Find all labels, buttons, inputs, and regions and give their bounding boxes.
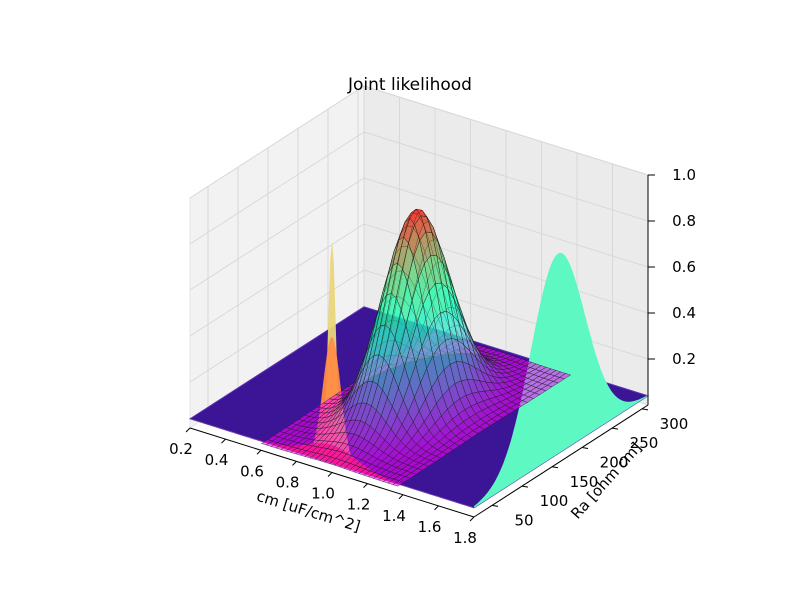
z-tick-label: 0.8 (672, 212, 696, 230)
x-tick-label: 1.6 (418, 518, 442, 536)
x-tick-label: 0.6 (240, 462, 264, 480)
surface-patch (392, 480, 405, 487)
x-tick-label: 0.2 (169, 440, 193, 458)
x-tick-label: 1.4 (382, 507, 406, 525)
x-tick-label: 1.0 (311, 485, 335, 503)
y-tick-label: 150 (570, 473, 599, 491)
surface-mesh (260, 208, 572, 487)
x-tick-labels: 0.2 0.4 0.6 0.8 1.0 1.2 1.4 1.6 1.8 (169, 427, 477, 547)
z-tick-labels: 0.2 0.4 0.6 0.8 1.0 (648, 166, 696, 368)
y-tick-label: 250 (630, 434, 659, 452)
y-tick-label: 300 (660, 415, 689, 433)
x-tick-label: 1.8 (453, 529, 477, 547)
z-tick-label: 0.6 (672, 258, 696, 276)
y-tick-label: 50 (514, 511, 533, 529)
y-tick-label: 200 (600, 453, 629, 471)
x-tick-label: 0.8 (276, 473, 300, 491)
z-tick-label: 0.2 (672, 350, 696, 368)
z-tick-label: 0.4 (672, 304, 696, 322)
z-tick-label: 1.0 (672, 166, 696, 184)
x-tick-label: 1.2 (347, 496, 371, 514)
chart-title: Joint likelihood (347, 75, 472, 95)
x-tick-label: 0.4 (205, 451, 229, 469)
y-tick-label: 100 (540, 492, 569, 510)
